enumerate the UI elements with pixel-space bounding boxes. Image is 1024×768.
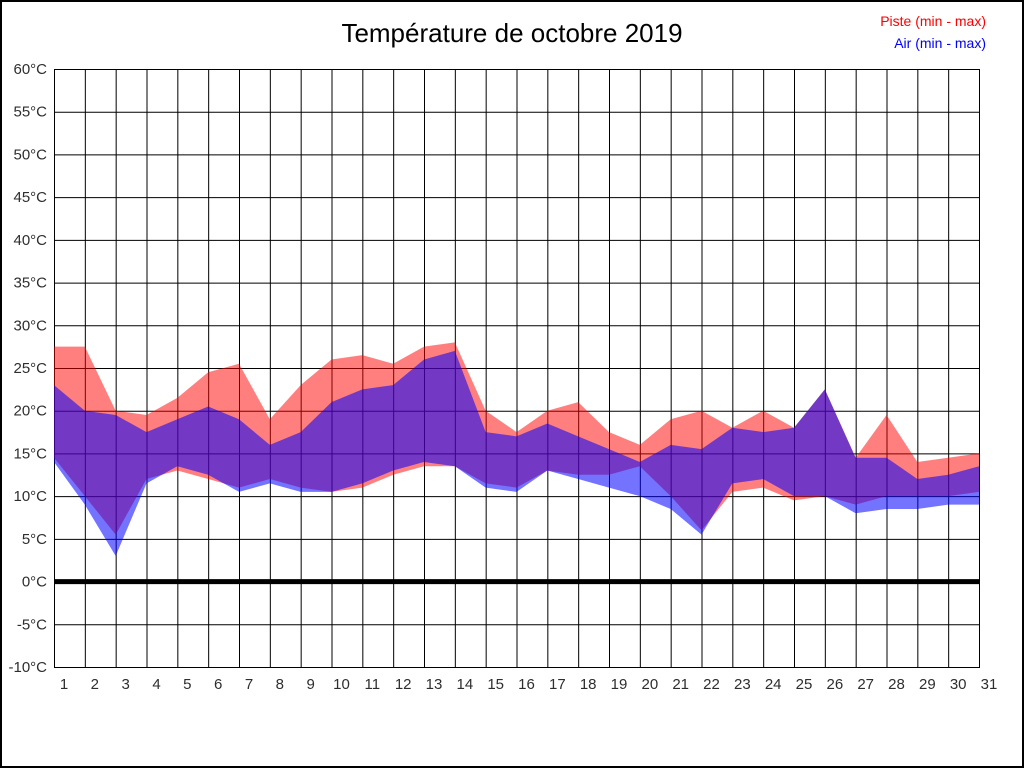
y-tick-label: 45°C (13, 189, 47, 206)
x-tick-label: 9 (306, 676, 314, 693)
x-tick-label: 31 (981, 676, 998, 693)
x-tick-label: 14 (456, 676, 473, 693)
y-tick-label: 10°C (13, 488, 47, 505)
y-tick-label: 15°C (13, 445, 47, 462)
y-tick-label: 30°C (13, 317, 47, 334)
y-tick-label: 25°C (13, 360, 47, 377)
y-tick-label: 0°C (22, 574, 47, 591)
x-tick-label: 21 (672, 676, 689, 693)
x-tick-label: 2 (91, 676, 99, 693)
x-tick-label: 18 (580, 676, 597, 693)
legend: Piste (min - max) Air (min - max) (880, 10, 986, 54)
x-tick-label: 5 (183, 676, 191, 693)
x-tick-label: 19 (611, 676, 628, 693)
y-tick-label: -5°C (17, 616, 47, 633)
chart-title: Température de octobre 2019 (341, 18, 683, 48)
legend-item-air: Air (min - max) (894, 35, 986, 51)
y-tick-label: 40°C (13, 232, 47, 249)
x-tick-label: 30 (950, 676, 967, 693)
x-tick-label: 6 (214, 676, 222, 693)
x-tick-label: 28 (888, 676, 905, 693)
x-tick-label: 20 (641, 676, 658, 693)
x-tick-label: 16 (518, 676, 535, 693)
x-tick-label: 23 (734, 676, 751, 693)
x-tick-label: 4 (152, 676, 160, 693)
x-tick-label: 1 (60, 676, 68, 693)
y-tick-label: -10°C (8, 659, 47, 676)
x-tick-label: 27 (857, 676, 874, 693)
x-tick-label: 12 (395, 676, 412, 693)
x-tick-label: 22 (703, 676, 720, 693)
x-tick-label: 8 (276, 676, 284, 693)
y-tick-label: 50°C (13, 146, 47, 163)
y-tick-label: 35°C (13, 275, 47, 292)
x-tick-label: 25 (796, 676, 813, 693)
y-tick-label: 60°C (13, 61, 47, 78)
x-tick-label: 26 (826, 676, 843, 693)
y-tick-label: 5°C (22, 531, 47, 548)
x-tick-label: 29 (919, 676, 936, 693)
x-tick-label: 17 (549, 676, 566, 693)
x-tick-label: 15 (487, 676, 504, 693)
x-tick-label: 10 (333, 676, 350, 693)
legend-item-piste: Piste (min - max) (880, 13, 986, 29)
y-tick-label: 55°C (13, 104, 47, 121)
x-tick-label: 13 (426, 676, 443, 693)
y-tick-label: 20°C (13, 403, 47, 420)
x-tick-label: 3 (121, 676, 129, 693)
x-tick-label: 7 (245, 676, 253, 693)
x-tick-label: 24 (765, 676, 782, 693)
x-tick-label: 11 (365, 676, 381, 693)
air-band (54, 350, 979, 556)
